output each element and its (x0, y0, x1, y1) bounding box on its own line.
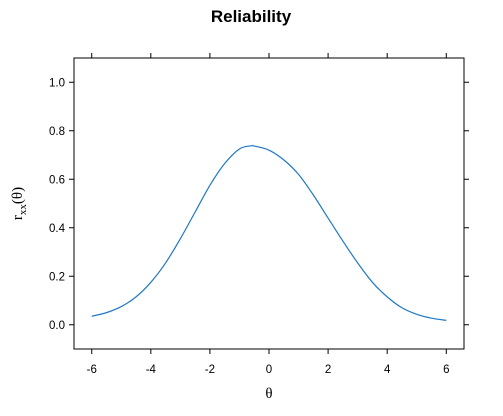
x-ticks-bottom: -6 -4 -2 0 2 4 6 (87, 349, 449, 376)
y-ticks-right (464, 81, 469, 326)
y-tick-label: 0.2 (49, 271, 65, 283)
x-tick-label: -4 (146, 364, 157, 376)
y-tick-label: 0.6 (49, 174, 65, 186)
reliability-curve (91, 144, 447, 321)
y-tick-label: 0.0 (49, 320, 65, 332)
x-tick-label: -6 (87, 364, 97, 376)
y-axis-label-main: r (10, 215, 26, 220)
y-tick-label: 0.4 (49, 223, 66, 235)
x-axis-label: θ (265, 386, 272, 402)
y-tick-label: 1.0 (49, 77, 65, 89)
y-axis-label-suffix: (θ) (10, 187, 26, 204)
x-tick-label: 4 (384, 364, 391, 376)
chart-title: Reliability (211, 7, 292, 26)
plot-frame (73, 57, 465, 350)
y-axis-label: rxx(θ) (10, 187, 29, 220)
x-tick-label: 6 (443, 364, 449, 376)
y-axis-label-subscript: xx (17, 204, 29, 216)
x-tick-label: 2 (325, 364, 331, 376)
x-tick-label: 0 (266, 364, 272, 376)
y-ticks-left: 0.0 0.2 0.4 0.6 0.8 1.0 (49, 77, 74, 332)
x-ticks-top (91, 53, 447, 58)
x-tick-label: -2 (205, 364, 215, 376)
y-tick-label: 0.8 (49, 126, 65, 138)
